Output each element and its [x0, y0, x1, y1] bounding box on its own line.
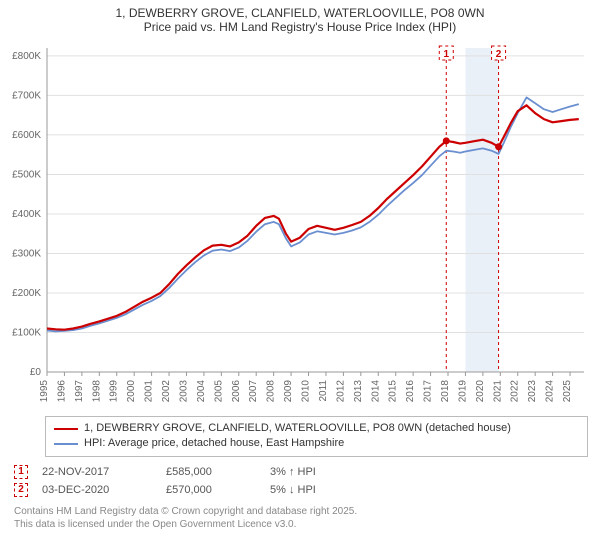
chart-area: £0 £100K £200K £300K £400K £500K £600K £700K £80…: [2, 40, 592, 410]
y-tick-label: £100K: [12, 327, 41, 338]
sale-date: 22-NOV-2017: [42, 466, 152, 478]
x-tick-label: 2010: [301, 380, 312, 403]
sales-table: 1 22-NOV-2017 £585,000 3% ↑ HPI 2 03-DEC-2020…: [14, 465, 588, 497]
sale-row: 2 03-DEC-2020 £570,000 5% ↓ HPI: [14, 483, 588, 497]
highlight-band: [465, 48, 498, 372]
x-tick-label: 2017: [423, 380, 434, 403]
legend-swatch: [54, 428, 78, 430]
sale-marker-dot: [495, 143, 502, 150]
sale-row: 1 22-NOV-2017 £585,000 3% ↑ HPI: [14, 465, 588, 479]
sale-row-marker: 1: [14, 465, 28, 479]
y-tick-label: £500K: [12, 169, 41, 180]
attribution-footer: Contains HM Land Registry data © Crown c…: [14, 505, 588, 531]
x-tick-label: 2009: [283, 380, 294, 403]
legend-item: 1, DEWBERRY GROVE, CLANFIELD, WATERLOOVI…: [54, 421, 579, 436]
y-tick-label: £600K: [12, 130, 41, 141]
chart-title: 1, DEWBERRY GROVE, CLANFIELD, WATERLOOVI…: [0, 0, 600, 36]
footer-line-2: This data is licensed under the Open Gov…: [14, 518, 588, 531]
x-tick-label: 2024: [545, 380, 556, 403]
x-tick-label: 1995: [39, 380, 50, 403]
x-tick-label: 1996: [56, 380, 67, 403]
y-tick-label: £400K: [12, 209, 41, 220]
sale-date: 03-DEC-2020: [42, 484, 152, 496]
y-tick-label: £700K: [12, 90, 41, 101]
x-tick-label: 2006: [231, 380, 242, 403]
title-line-1: 1, DEWBERRY GROVE, CLANFIELD, WATERLOOVI…: [4, 6, 596, 20]
sale-marker-dot: [443, 137, 450, 144]
footer-line-1: Contains HM Land Registry data © Crown c…: [14, 505, 588, 518]
x-tick-label: 1997: [74, 380, 85, 403]
y-tick-label: £0: [30, 367, 42, 378]
y-tick-label: £800K: [12, 51, 41, 62]
y-tick-label: £300K: [12, 248, 41, 259]
chart-svg: £0 £100K £200K £300K £400K £500K £600K £700K £80…: [2, 40, 592, 410]
x-tick-label: 2001: [144, 380, 155, 403]
legend-swatch: [54, 443, 78, 445]
sale-delta: 5% ↓ HPI: [270, 484, 316, 496]
x-tick-label: 2003: [178, 380, 189, 403]
x-tick-label: 2014: [370, 380, 381, 403]
x-tick-label: 2016: [405, 380, 416, 403]
legend: 1, DEWBERRY GROVE, CLANFIELD, WATERLOOVI…: [45, 416, 588, 457]
x-tick-label: 2000: [126, 380, 137, 403]
x-tick-label: 2020: [475, 380, 486, 403]
x-tick-label: 2015: [388, 380, 399, 403]
x-tick-label: 2022: [510, 380, 521, 403]
x-tick-label: 2008: [266, 380, 277, 403]
sale-row-marker: 2: [14, 483, 28, 497]
x-tick-label: 2021: [492, 380, 503, 403]
sale-price: £585,000: [166, 466, 256, 478]
x-tick-label: 2002: [161, 380, 172, 403]
x-tick-label: 2013: [353, 380, 364, 403]
x-tick-label: 2018: [440, 380, 451, 403]
x-tick-label: 2005: [213, 380, 224, 403]
sale-delta: 3% ↑ HPI: [270, 466, 316, 478]
x-tick-label: 2004: [196, 380, 207, 403]
x-tick-label: 2012: [335, 380, 346, 403]
x-tick-label: 2019: [457, 380, 468, 403]
legend-item: HPI: Average price, detached house, East…: [54, 436, 579, 451]
x-tick-label: 1999: [109, 380, 120, 403]
x-tick-label: 2025: [562, 380, 573, 403]
x-tick-label: 2023: [527, 380, 538, 403]
x-tick-label: 1998: [91, 380, 102, 403]
y-tick-label: £200K: [12, 288, 41, 299]
x-tick-label: 2007: [248, 380, 259, 403]
sale-marker-num: 2: [496, 49, 502, 60]
sale-price: £570,000: [166, 484, 256, 496]
x-tick-label: 2011: [318, 380, 329, 402]
legend-label: 1, DEWBERRY GROVE, CLANFIELD, WATERLOOVI…: [84, 421, 511, 436]
sale-marker-num: 1: [443, 49, 449, 60]
title-line-2: Price paid vs. HM Land Registry's House …: [4, 20, 596, 34]
legend-label: HPI: Average price, detached house, East…: [84, 436, 344, 451]
